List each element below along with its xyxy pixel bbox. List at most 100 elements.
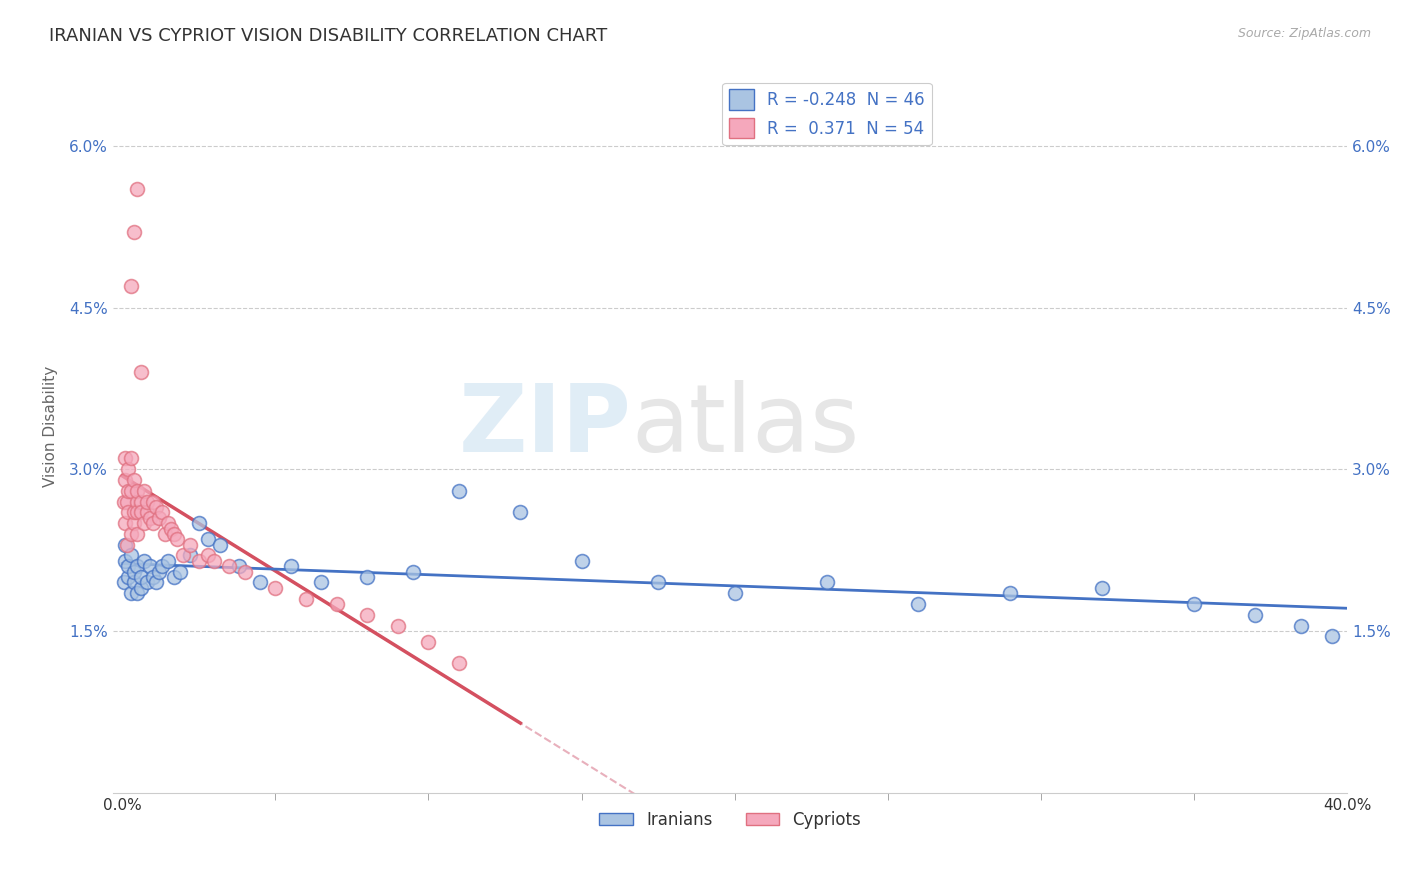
Y-axis label: Vision Disability: Vision Disability: [44, 366, 58, 487]
Point: [724, 586, 747, 600]
Point: [117, 483, 139, 498]
Point: [120, 549, 142, 563]
Point: [153, 527, 176, 541]
Point: [117, 570, 139, 584]
Point: [1244, 607, 1267, 622]
Point: [142, 570, 165, 584]
Point: [142, 494, 165, 508]
Point: [120, 279, 142, 293]
Point: [115, 494, 138, 508]
Point: [148, 565, 170, 579]
Point: [127, 559, 149, 574]
Point: [114, 451, 136, 466]
Point: [280, 559, 302, 574]
Point: [124, 473, 146, 487]
Point: [127, 483, 149, 498]
Point: [163, 527, 186, 541]
Legend: Iranians, Cypriots: Iranians, Cypriots: [592, 805, 868, 836]
Point: [160, 522, 183, 536]
Text: atlas: atlas: [631, 380, 859, 472]
Point: [228, 559, 250, 574]
Point: [127, 182, 149, 196]
Point: [127, 527, 149, 541]
Point: [129, 505, 152, 519]
Point: [127, 505, 149, 519]
Point: [1091, 581, 1114, 595]
Point: [187, 516, 209, 530]
Point: [132, 554, 155, 568]
Point: [120, 483, 142, 498]
Point: [309, 575, 332, 590]
Point: [1320, 629, 1343, 643]
Point: [1182, 597, 1205, 611]
Point: [157, 516, 180, 530]
Point: [387, 618, 409, 632]
Text: ZIP: ZIP: [458, 380, 631, 472]
Point: [647, 575, 669, 590]
Point: [169, 565, 191, 579]
Point: [117, 505, 139, 519]
Point: [120, 586, 142, 600]
Point: [135, 505, 157, 519]
Point: [907, 597, 929, 611]
Point: [117, 462, 139, 476]
Point: [449, 483, 471, 498]
Point: [295, 591, 318, 606]
Point: [209, 538, 232, 552]
Point: [148, 510, 170, 524]
Point: [124, 505, 146, 519]
Point: [402, 565, 425, 579]
Point: [132, 516, 155, 530]
Point: [120, 527, 142, 541]
Point: [127, 586, 149, 600]
Point: [249, 575, 271, 590]
Point: [129, 581, 152, 595]
Point: [114, 538, 136, 552]
Point: [187, 554, 209, 568]
Point: [1291, 618, 1313, 632]
Point: [138, 559, 160, 574]
Point: [114, 554, 136, 568]
Point: [124, 225, 146, 239]
Point: [124, 516, 146, 530]
Point: [356, 607, 378, 622]
Point: [112, 494, 135, 508]
Point: [112, 575, 135, 590]
Point: [509, 505, 531, 519]
Point: [114, 516, 136, 530]
Point: [124, 565, 146, 579]
Point: [325, 597, 347, 611]
Point: [142, 516, 165, 530]
Point: [418, 634, 440, 648]
Point: [150, 559, 173, 574]
Text: Source: ZipAtlas.com: Source: ZipAtlas.com: [1237, 27, 1371, 40]
Point: [138, 510, 160, 524]
Point: [179, 549, 201, 563]
Point: [264, 581, 287, 595]
Point: [197, 533, 219, 547]
Point: [115, 538, 138, 552]
Point: [166, 533, 188, 547]
Point: [117, 559, 139, 574]
Point: [1000, 586, 1022, 600]
Point: [449, 657, 471, 671]
Point: [135, 575, 157, 590]
Point: [129, 570, 152, 584]
Point: [129, 494, 152, 508]
Point: [129, 365, 152, 379]
Point: [145, 500, 167, 514]
Point: [571, 554, 593, 568]
Point: [815, 575, 838, 590]
Point: [356, 570, 378, 584]
Point: [157, 554, 180, 568]
Point: [233, 565, 256, 579]
Point: [127, 494, 149, 508]
Point: [218, 559, 240, 574]
Point: [120, 451, 142, 466]
Text: IRANIAN VS CYPRIOT VISION DISABILITY CORRELATION CHART: IRANIAN VS CYPRIOT VISION DISABILITY COR…: [49, 27, 607, 45]
Point: [179, 538, 201, 552]
Point: [132, 483, 155, 498]
Point: [150, 505, 173, 519]
Point: [172, 549, 194, 563]
Point: [124, 575, 146, 590]
